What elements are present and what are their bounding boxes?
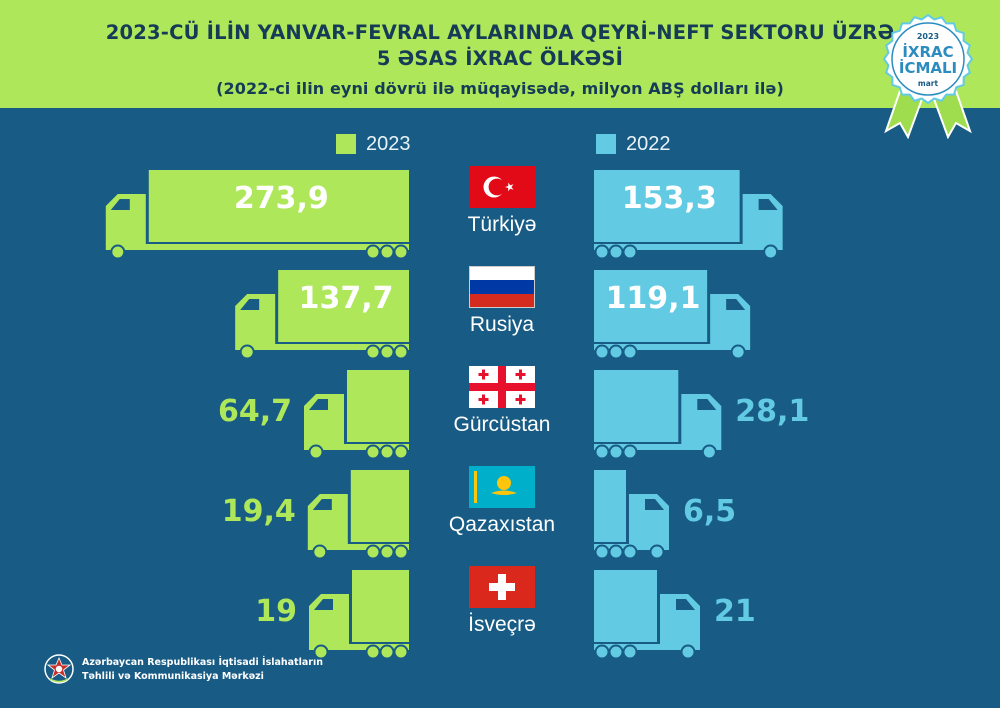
kazakhstan-flag bbox=[469, 466, 535, 508]
turkey-flag bbox=[469, 166, 535, 208]
truck-2023-4-wheel bbox=[393, 644, 409, 660]
badge-line-1: İXRAC bbox=[902, 42, 953, 61]
legend-item-2022: 2022 bbox=[596, 130, 671, 158]
truck-2023-4-trailer bbox=[352, 570, 409, 642]
truck-2023-2-wheel bbox=[308, 444, 324, 460]
value-2023-3: 19,4 bbox=[221, 494, 296, 529]
truck-2022-4-wheel bbox=[680, 644, 696, 660]
page-title-line-2: 5 ƏSAS İXRAC ÖLKƏSİ bbox=[376, 47, 624, 70]
row-4 bbox=[309, 570, 700, 660]
truck-2022-2-wheel bbox=[701, 444, 717, 460]
emblem-icon bbox=[44, 654, 74, 684]
value-2022-4: 21 bbox=[714, 594, 756, 629]
truck-2022-1-wheel bbox=[622, 344, 638, 360]
value-2022-1: 119,1 bbox=[605, 281, 701, 316]
truck-2023-4-wheel bbox=[313, 644, 329, 660]
truck-2022-0-wheel bbox=[622, 244, 638, 260]
badge-month: mart bbox=[918, 79, 939, 88]
truck-2023-0-chassis bbox=[105, 244, 410, 250]
header-banner: 2023-CÜ İLİN YANVAR-FEVRAL AYLARINDA QEY… bbox=[0, 0, 1000, 108]
truck-2022-2-wheel bbox=[622, 444, 638, 460]
country-label-4: İsveçrə bbox=[468, 613, 536, 636]
row-3 bbox=[307, 470, 669, 560]
georgia-flag bbox=[469, 366, 535, 408]
truck-2022-3-trailer bbox=[594, 470, 626, 542]
page-title: 2023-CÜ İLİN YANVAR-FEVRAL AYLARINDA QEY… bbox=[105, 21, 895, 44]
truck-2023-1-wheel bbox=[239, 344, 255, 360]
truck-2022-4-cab-window bbox=[676, 599, 695, 610]
value-2023-2: 64,7 bbox=[217, 394, 292, 429]
truck-2023-0-trailer bbox=[148, 170, 410, 242]
truck-2022-4-wheel bbox=[622, 644, 638, 660]
legend-swatch-2022 bbox=[596, 134, 616, 154]
truck-2022-3-cab-window bbox=[645, 499, 664, 510]
truck-2023-2-chassis bbox=[304, 444, 409, 450]
truck-2023-4-cab-window bbox=[314, 599, 333, 610]
truck-2022-2-cab-window bbox=[697, 399, 717, 410]
truck-2023-3-trailer bbox=[350, 470, 409, 542]
truck-2023-3-cab-window bbox=[312, 499, 332, 510]
footer-line-2: Təhlili və Kommunikasiya Mərkəzi bbox=[82, 671, 264, 682]
legend-item-2023: 2023 bbox=[336, 130, 411, 158]
legend-label-2023: 2023 bbox=[366, 132, 411, 155]
footer-line-1: Azərbaycan Respublikası İqtisadi İslahat… bbox=[82, 657, 323, 668]
truck-2022-0-wheel bbox=[763, 244, 779, 260]
value-2023-1: 137,7 bbox=[298, 281, 394, 316]
truck-2023-1-trailer bbox=[278, 270, 409, 342]
truck-2023-3-wheel bbox=[312, 544, 328, 560]
truck-2022-0-trailer bbox=[594, 170, 740, 242]
value-2023-0: 273,9 bbox=[233, 181, 329, 216]
ixrac-icmali-badge-icon: 2023 İXRAC İCMALI mart bbox=[882, 13, 974, 139]
page-subtitle: (2022-ci ilin eyni dövrü ilə müqayisədə,… bbox=[216, 79, 784, 98]
value-2022-0: 153,3 bbox=[621, 181, 717, 216]
truck-2022-3-wheel bbox=[622, 544, 638, 560]
truck-2023-0-wheel bbox=[393, 244, 409, 260]
truck-2023-0-cab-window bbox=[110, 199, 130, 210]
country-label-1: Rusiya bbox=[469, 313, 535, 336]
truck-2023-0-wheel bbox=[110, 244, 126, 260]
badge-year: 2023 bbox=[917, 32, 939, 41]
value-2023-4: 19 bbox=[255, 594, 297, 629]
legend-label-2022: 2022 bbox=[626, 132, 671, 155]
truck-2022-1-trailer bbox=[594, 270, 708, 342]
truck-2023-2-cab-window bbox=[309, 399, 328, 410]
truck-2022-0-cab-window bbox=[758, 199, 778, 210]
truck-2022-4-trailer bbox=[594, 570, 657, 642]
truck-2022-1-chassis bbox=[594, 344, 751, 350]
badge-line-2: İCMALI bbox=[899, 58, 957, 77]
truck-2022-1-wheel bbox=[730, 344, 746, 360]
truck-2022-3-wheel bbox=[649, 544, 665, 560]
truck-2023-3-wheel bbox=[393, 544, 409, 560]
country-label-3: Qazaxıstan bbox=[448, 513, 556, 536]
truck-2023-4-chassis bbox=[309, 644, 409, 650]
truck-2023-2-wheel bbox=[393, 444, 409, 460]
row-0 bbox=[105, 170, 783, 260]
country-label-2: Gürcüstan bbox=[453, 413, 551, 436]
footer: Azərbaycan Respublikası İqtisadi İslahat… bbox=[44, 646, 374, 696]
truck-2023-1-chassis bbox=[235, 344, 409, 350]
value-2022-3: 6,5 bbox=[683, 494, 737, 529]
legend-swatch-2023 bbox=[336, 134, 356, 154]
truck-2023-2-trailer bbox=[347, 370, 409, 442]
truck-2022-0-chassis bbox=[594, 244, 783, 250]
truck-2022-4-chassis bbox=[594, 644, 700, 650]
truck-2022-2-trailer bbox=[594, 370, 679, 442]
truck-2023-1-cab-window bbox=[240, 299, 260, 310]
russia-flag bbox=[469, 266, 535, 308]
value-2022-2: 28,1 bbox=[735, 394, 810, 429]
row-2 bbox=[304, 370, 722, 460]
truck-2023-1-wheel bbox=[393, 344, 409, 360]
country-label-0: Türkiyə bbox=[467, 213, 537, 236]
row-1 bbox=[235, 270, 751, 360]
truck-2023-3-chassis bbox=[307, 544, 409, 550]
truck-2022-2-chassis bbox=[594, 444, 722, 450]
switzerland-flag bbox=[469, 566, 535, 608]
truck-2022-1-cab-window bbox=[726, 299, 746, 310]
